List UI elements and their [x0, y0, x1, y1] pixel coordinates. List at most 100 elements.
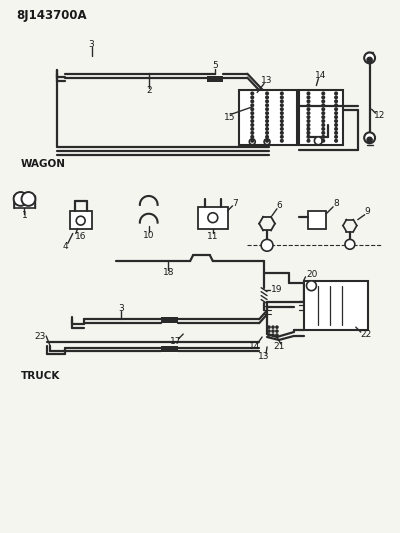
Circle shape — [251, 132, 254, 134]
Circle shape — [307, 116, 310, 118]
Circle shape — [322, 128, 324, 130]
Circle shape — [251, 116, 254, 118]
Circle shape — [335, 104, 337, 107]
Text: 2: 2 — [146, 86, 152, 95]
Circle shape — [322, 104, 324, 107]
Circle shape — [266, 96, 268, 99]
Circle shape — [266, 108, 268, 110]
Circle shape — [335, 116, 337, 118]
Text: 6: 6 — [276, 201, 282, 211]
Text: 16: 16 — [75, 232, 86, 241]
Circle shape — [22, 192, 35, 206]
Circle shape — [266, 128, 268, 130]
Text: 18: 18 — [163, 269, 174, 277]
Text: 5: 5 — [212, 61, 218, 70]
Text: 10: 10 — [143, 231, 154, 240]
Circle shape — [307, 112, 310, 115]
Bar — [207, 76, 223, 82]
Circle shape — [307, 120, 310, 122]
Circle shape — [335, 108, 337, 110]
Circle shape — [272, 334, 274, 336]
Text: 14: 14 — [248, 342, 260, 351]
Text: TRUCK: TRUCK — [20, 372, 60, 382]
Text: 1: 1 — [22, 211, 27, 220]
Circle shape — [314, 137, 322, 145]
Circle shape — [307, 135, 310, 138]
Circle shape — [281, 124, 283, 126]
Circle shape — [266, 100, 268, 102]
Circle shape — [281, 104, 283, 107]
Circle shape — [322, 100, 324, 102]
Circle shape — [281, 108, 283, 110]
Circle shape — [345, 239, 355, 249]
Circle shape — [335, 100, 337, 102]
Circle shape — [307, 128, 310, 130]
Circle shape — [281, 140, 283, 142]
Circle shape — [335, 128, 337, 130]
Text: 23: 23 — [34, 332, 46, 341]
Circle shape — [266, 104, 268, 107]
Circle shape — [251, 135, 254, 138]
Circle shape — [281, 135, 283, 138]
Circle shape — [335, 135, 337, 138]
Circle shape — [251, 104, 254, 107]
Circle shape — [268, 330, 270, 332]
Circle shape — [281, 116, 283, 118]
Bar — [304, 281, 368, 330]
Circle shape — [307, 100, 310, 102]
Circle shape — [251, 140, 254, 142]
Bar — [14, 196, 35, 208]
Circle shape — [322, 124, 324, 126]
Text: 20: 20 — [306, 270, 318, 279]
Circle shape — [264, 139, 270, 145]
Circle shape — [251, 92, 254, 95]
Circle shape — [322, 135, 324, 138]
Circle shape — [307, 132, 310, 134]
Bar — [299, 91, 343, 145]
Circle shape — [266, 140, 268, 142]
Circle shape — [251, 96, 254, 99]
Circle shape — [306, 281, 316, 290]
Circle shape — [272, 330, 274, 332]
Circle shape — [251, 100, 254, 102]
Circle shape — [251, 112, 254, 115]
Circle shape — [281, 100, 283, 102]
Circle shape — [266, 120, 268, 122]
Circle shape — [76, 216, 85, 225]
Circle shape — [251, 128, 254, 130]
Text: 8J143700A: 8J143700A — [16, 9, 87, 22]
Bar — [240, 91, 297, 145]
Circle shape — [364, 53, 375, 63]
Bar — [198, 207, 228, 229]
Circle shape — [335, 120, 337, 122]
Text: 8: 8 — [333, 199, 339, 208]
Circle shape — [251, 108, 254, 110]
Circle shape — [251, 120, 254, 122]
Circle shape — [266, 135, 268, 138]
Circle shape — [364, 132, 375, 143]
Circle shape — [268, 326, 270, 328]
Text: 4: 4 — [62, 242, 68, 251]
Circle shape — [307, 92, 310, 95]
Circle shape — [266, 124, 268, 126]
Circle shape — [276, 326, 278, 328]
Circle shape — [307, 96, 310, 99]
Circle shape — [307, 108, 310, 110]
Circle shape — [281, 96, 283, 99]
Circle shape — [261, 239, 273, 251]
Text: 17: 17 — [170, 337, 181, 346]
Text: 13: 13 — [258, 352, 270, 361]
Text: 11: 11 — [207, 232, 218, 241]
Circle shape — [266, 92, 268, 95]
Circle shape — [335, 92, 337, 95]
Circle shape — [307, 140, 310, 142]
Circle shape — [251, 124, 254, 126]
Circle shape — [322, 132, 324, 134]
Circle shape — [249, 139, 255, 145]
Bar — [160, 317, 178, 323]
Bar — [70, 211, 92, 229]
Circle shape — [335, 124, 337, 126]
Text: 12: 12 — [374, 111, 385, 119]
Text: 7: 7 — [233, 199, 238, 208]
Circle shape — [281, 92, 283, 95]
